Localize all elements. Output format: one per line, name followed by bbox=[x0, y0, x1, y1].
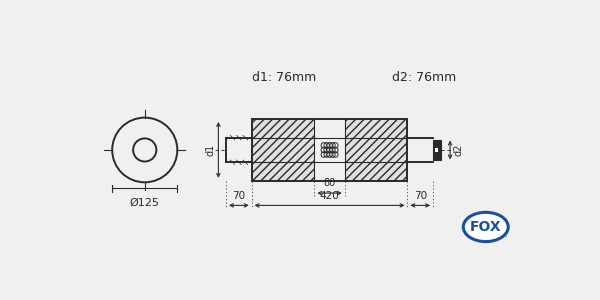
Text: 70: 70 bbox=[414, 191, 427, 201]
Text: d2: 76mm: d2: 76mm bbox=[392, 71, 456, 84]
Text: d1: d1 bbox=[205, 144, 215, 156]
Bar bbox=[252, 119, 407, 181]
Text: 70: 70 bbox=[232, 191, 245, 201]
Bar bbox=[252, 119, 314, 181]
Text: FOX: FOX bbox=[470, 220, 502, 234]
Text: d2: d2 bbox=[453, 144, 463, 156]
Text: 420: 420 bbox=[320, 191, 340, 201]
Ellipse shape bbox=[463, 212, 508, 242]
Text: d1: 76mm: d1: 76mm bbox=[252, 71, 316, 84]
Text: 80: 80 bbox=[323, 178, 336, 188]
Text: ·: · bbox=[505, 233, 507, 242]
Bar bbox=[344, 119, 407, 181]
Bar bbox=[434, 148, 438, 152]
Bar bbox=[433, 140, 441, 160]
Text: Ø125: Ø125 bbox=[130, 198, 160, 208]
